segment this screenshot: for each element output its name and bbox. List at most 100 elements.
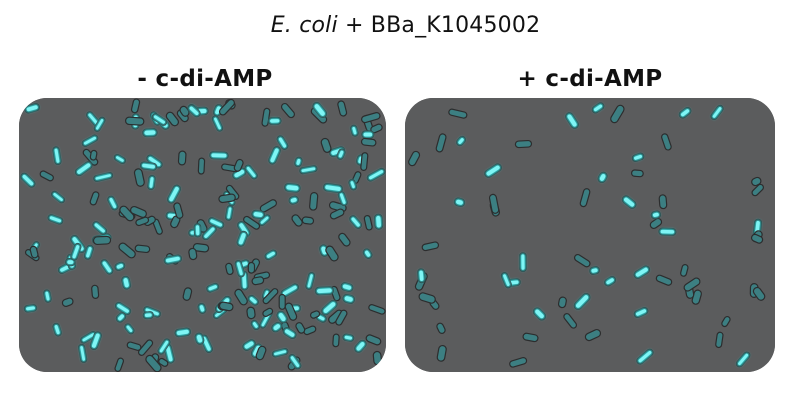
bacterium-cell (47, 214, 64, 225)
bacterium-cell (305, 271, 316, 290)
bacterium-cell (514, 139, 533, 149)
bacterium-cell (532, 307, 547, 321)
bacterium-cell (340, 282, 354, 292)
bacterium-cell (751, 176, 762, 187)
bacterium-cell (234, 260, 245, 278)
bacterium-cell (242, 339, 256, 351)
bacterium-cell (621, 195, 637, 209)
bacterium-cell (179, 105, 190, 117)
bacterium-cell (247, 261, 256, 274)
bacterium-cell (350, 124, 359, 137)
bacterium-cell (658, 194, 668, 210)
bacterium-cell (658, 227, 677, 236)
bacterium-cell (650, 210, 662, 220)
figure-title: E. coli + BBa_K1045002 (0, 12, 811, 40)
bacterium-cell (121, 275, 132, 290)
bacterium-cell (152, 218, 163, 235)
bacterium-cell (284, 182, 301, 193)
bacterium-cell (211, 115, 224, 132)
bacterium-cell (338, 232, 351, 247)
bacterium-cell (584, 328, 602, 342)
bacterium-cell (436, 322, 446, 334)
bacterium-cell (284, 302, 298, 321)
bacterium-cell (522, 332, 539, 343)
bacterium-cell (70, 242, 82, 261)
bacterium-cell (125, 116, 145, 126)
bacterium-cell (456, 135, 466, 147)
bacterium-cell (288, 354, 302, 370)
bacterium-cell (163, 254, 183, 265)
bacterium-cell (100, 259, 114, 275)
bacterium-cell (661, 133, 672, 151)
bacterium-cell (89, 191, 100, 206)
bacterium-cell (370, 123, 383, 134)
bacterium-cell (579, 188, 591, 208)
bacterium-cell (74, 161, 93, 177)
bacterium-cell (362, 248, 373, 259)
bacterium-cell (363, 215, 373, 231)
bacterium-cell (233, 158, 244, 172)
bacterium-cell (408, 150, 421, 167)
bacterium-cell (436, 344, 447, 362)
bacterium-cell (271, 321, 283, 333)
bacterium-cell (271, 348, 289, 358)
bacterium-cell (39, 170, 54, 182)
bacterium-cell (134, 244, 151, 254)
bacterium-cell (435, 133, 447, 153)
bacterium-cell (373, 213, 384, 230)
bacterium-cell (118, 242, 136, 259)
bacterium-cell (206, 282, 220, 293)
bacterium-cell (610, 104, 625, 124)
bacterium-cell (119, 205, 135, 222)
micrograph-image-left (19, 98, 386, 372)
bacterium-cell (557, 296, 567, 309)
bacterium-cell (29, 245, 39, 259)
bacterium-cell (218, 301, 234, 312)
bacterium-cell (691, 289, 702, 305)
bacterium-cell (354, 339, 367, 353)
bacterium-cell (421, 241, 440, 252)
bacterium-cell (78, 343, 88, 363)
bacterium-cell (751, 183, 764, 197)
bacterium-cell (312, 101, 328, 119)
bacterium-cell (282, 327, 297, 339)
bacterium-cell (177, 150, 187, 166)
bacterium-cell (631, 152, 645, 162)
bacterium-cell (114, 357, 125, 372)
bacterium-cell (202, 225, 217, 241)
bacterium-cell (142, 311, 154, 320)
bacterium-cell (174, 327, 192, 338)
bacterium-cell (129, 205, 147, 218)
bacterium-cell (244, 164, 258, 180)
bacterium-cell (146, 154, 163, 169)
bacterium-cell (301, 216, 315, 225)
bacterium-cell (251, 276, 265, 286)
bacterium-cell (151, 113, 168, 126)
bacterium-cell (276, 135, 289, 150)
bacterium-cell (500, 272, 512, 289)
bacterium-cell (360, 137, 377, 147)
bacterium-cell (276, 310, 288, 324)
bacterium-cell (81, 134, 99, 147)
bacterium-cell (349, 215, 363, 229)
bacterium-cell (262, 307, 274, 318)
bacterium-cell (51, 190, 66, 204)
bacterium-cell (92, 235, 112, 246)
bacterium-cell (303, 325, 317, 336)
bacterium-cell (23, 304, 38, 313)
bacterium-cell (225, 262, 234, 276)
figure-title-organism: E. coli (270, 13, 338, 38)
bacterium-cell (328, 309, 344, 324)
micrograph-with-c-di-amp (405, 98, 775, 372)
bacterium-cell (130, 98, 141, 114)
bacterium-cell (258, 214, 271, 226)
bacterium-cell (337, 100, 348, 117)
bacterium-cell (519, 252, 527, 273)
bacterium-cell (193, 223, 202, 238)
bacterium-cell (225, 205, 234, 221)
bacterium-cell (735, 351, 751, 368)
bacterium-cell (655, 274, 673, 286)
bacterium-cell (291, 214, 303, 227)
bacterium-cell (43, 289, 52, 303)
bacterium-cell (135, 216, 150, 227)
